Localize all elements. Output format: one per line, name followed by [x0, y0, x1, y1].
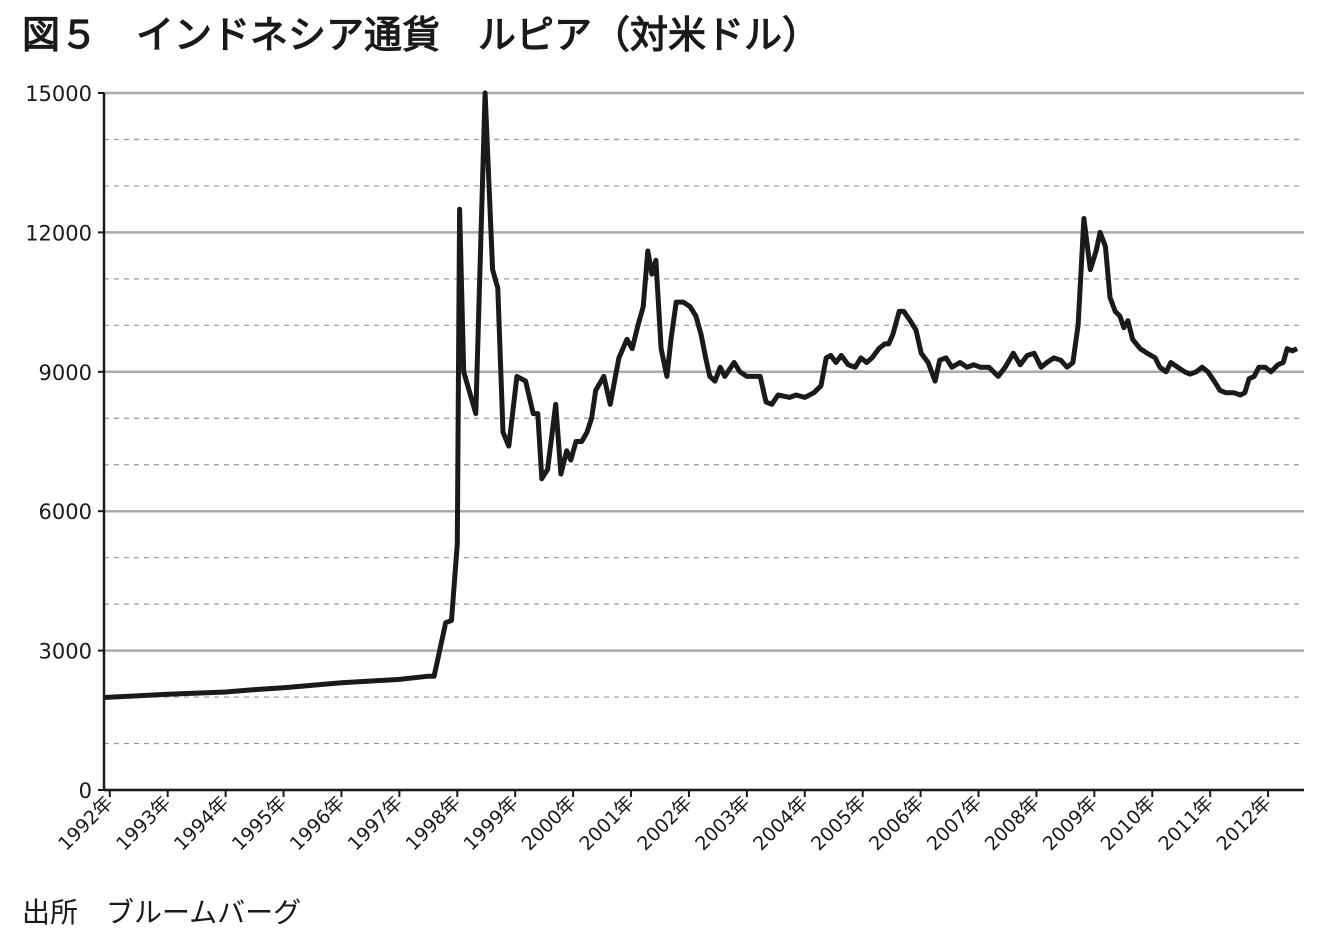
x-tick-label: 1994年 — [170, 792, 233, 855]
x-tick-label: 2003年 — [691, 792, 754, 855]
source-note: 出所 ブルームバーグ — [22, 896, 301, 929]
x-tick-label: 2009年 — [1039, 792, 1102, 855]
x-tick-label: 2002年 — [633, 792, 696, 855]
x-tick-label: 2005年 — [807, 792, 870, 855]
x-tick-label: 1993年 — [112, 792, 175, 855]
x-tick-label: 2012年 — [1212, 792, 1275, 855]
x-tick-label: 2007年 — [923, 792, 986, 855]
y-tick-label: 0 — [79, 779, 92, 803]
x-tick-label: 2008年 — [981, 792, 1044, 855]
x-tick-label: 2006年 — [865, 792, 928, 855]
x-tick-label: 1999年 — [460, 792, 523, 855]
y-tick-label: 15000 — [25, 82, 92, 106]
x-tick-label: 1995年 — [228, 792, 291, 855]
x-tick-label: 2010年 — [1097, 792, 1160, 855]
y-tick-label: 6000 — [39, 500, 92, 524]
y-tick-label: 12000 — [25, 221, 92, 245]
x-tick-label: 2004年 — [749, 792, 812, 855]
x-tick-label: 1998年 — [402, 792, 465, 855]
y-tick-label: 9000 — [39, 361, 92, 385]
x-tick-label: 2011年 — [1155, 792, 1218, 855]
x-tick-label: 1997年 — [344, 792, 407, 855]
y-tick-label: 3000 — [39, 640, 92, 664]
x-tick-label: 2001年 — [575, 792, 638, 855]
x-tick-label: 2000年 — [517, 792, 580, 855]
chart-title: 図５ インドネシア通貨 ルピア（対米ドル） — [22, 13, 820, 57]
data-line — [103, 90, 1299, 700]
x-tick-label: 1996年 — [286, 792, 349, 855]
